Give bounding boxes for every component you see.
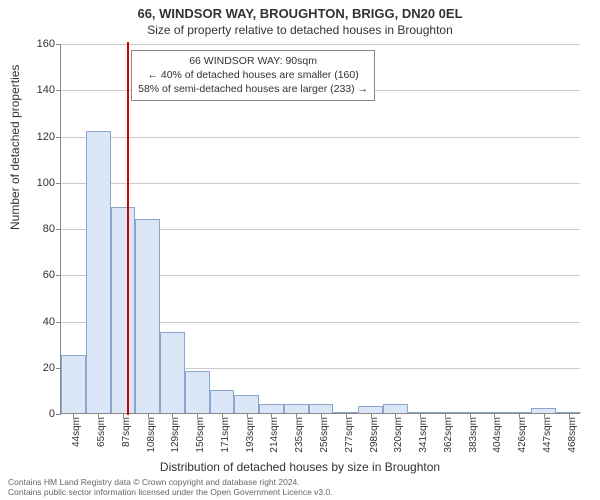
x-tick-label: 235sqm <box>294 417 305 453</box>
x-tick-label: 193sqm <box>245 417 256 453</box>
x-tick-label: 277sqm <box>344 417 355 453</box>
y-tick-label: 120 <box>37 131 61 143</box>
page-title: 66, WINDSOR WAY, BROUGHTON, BRIGG, DN20 … <box>0 0 600 21</box>
y-tick-label: 80 <box>43 223 61 235</box>
x-tick-label: 65sqm <box>96 417 107 447</box>
x-ticks: 44sqm65sqm87sqm108sqm129sqm150sqm171sqm1… <box>61 44 580 413</box>
x-axis-label: Distribution of detached houses by size … <box>0 460 600 474</box>
x-tick-label: 447sqm <box>542 417 553 453</box>
x-tick-label: 298sqm <box>369 417 380 453</box>
y-tick-label: 160 <box>37 38 61 50</box>
y-tick-label: 140 <box>37 84 61 96</box>
x-tick-label: 341sqm <box>418 417 429 453</box>
x-tick-label: 468sqm <box>567 417 578 453</box>
x-tick-label: 404sqm <box>492 417 503 453</box>
y-tick-label: 0 <box>49 408 61 420</box>
y-tick-label: 60 <box>43 269 61 281</box>
x-tick-label: 362sqm <box>443 417 454 453</box>
y-axis-label: Number of detached properties <box>8 65 22 230</box>
page-subtitle: Size of property relative to detached ho… <box>0 21 600 37</box>
x-tick-label: 383sqm <box>468 417 479 453</box>
footnote: Contains HM Land Registry data © Crown c… <box>8 478 333 498</box>
x-tick-label: 320sqm <box>393 417 404 453</box>
y-tick-label: 100 <box>37 177 61 189</box>
footnote-line2: Contains public sector information licen… <box>8 488 333 498</box>
x-tick-label: 426sqm <box>517 417 528 453</box>
x-tick-label: 256sqm <box>319 417 330 453</box>
x-tick-label: 108sqm <box>146 417 157 453</box>
x-tick-label: 44sqm <box>71 417 82 447</box>
histogram-chart: 66 WINDSOR WAY: 90sqm ← 40% of detached … <box>60 44 580 414</box>
x-tick-label: 150sqm <box>195 417 206 453</box>
page: 66, WINDSOR WAY, BROUGHTON, BRIGG, DN20 … <box>0 0 600 500</box>
y-tick-label: 20 <box>43 362 61 374</box>
y-tick-label: 40 <box>43 316 61 328</box>
x-tick-label: 171sqm <box>220 417 231 453</box>
x-tick-label: 214sqm <box>269 417 280 453</box>
x-tick-label: 129sqm <box>170 417 181 453</box>
x-tick-label: 87sqm <box>121 417 132 447</box>
